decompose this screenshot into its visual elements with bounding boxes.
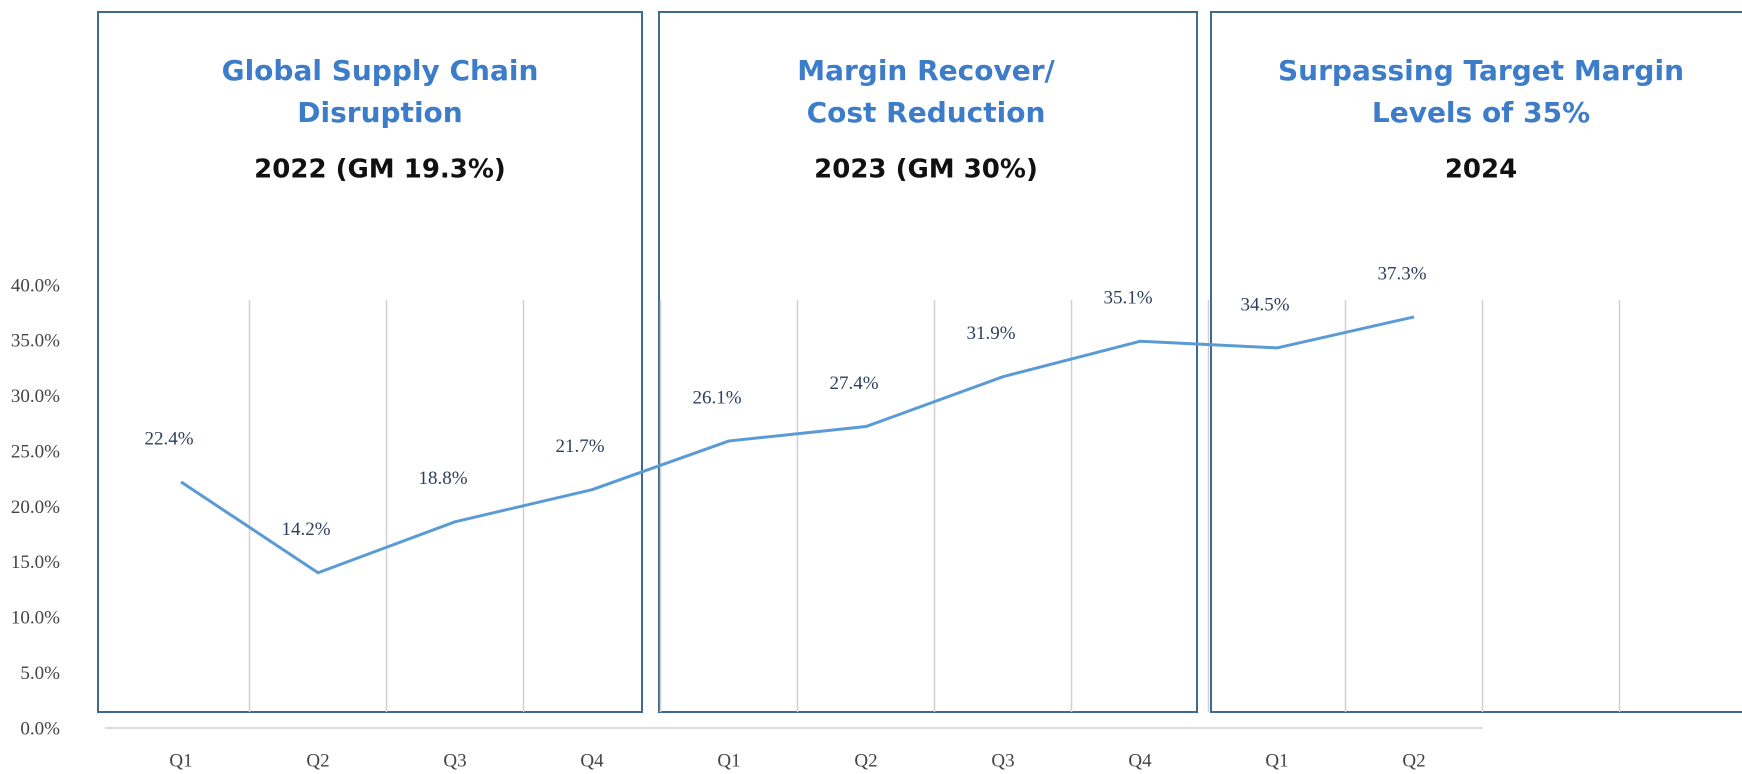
period-box (1210, 11, 1742, 713)
period-box (658, 11, 1198, 713)
x-tick-label: Q1 (169, 750, 192, 771)
data-label: 35.1% (1103, 288, 1152, 309)
annotation-subtitle: 2024 (1445, 155, 1517, 185)
x-tick-label: Q2 (1402, 750, 1425, 771)
data-label: 26.1% (692, 387, 741, 408)
y-tick-label: 5.0% (20, 663, 60, 684)
x-tick-label: Q4 (1128, 750, 1152, 771)
x-tick-label: Q2 (854, 750, 877, 771)
y-tick-label: 10.0% (11, 608, 60, 629)
annotation-title: Disruption (297, 96, 462, 129)
annotation-title: Margin Recover/ (797, 54, 1055, 87)
annotation-title: Global Supply Chain (222, 54, 539, 87)
data-label: 37.3% (1377, 263, 1426, 284)
data-label: 14.2% (281, 519, 330, 540)
annotation-subtitle: 2023 (GM 30%) (814, 155, 1038, 185)
period-box (97, 11, 643, 713)
data-label: 27.4% (829, 373, 878, 394)
x-tick-label: Q1 (1265, 750, 1288, 771)
y-tick-label: 0.0% (20, 718, 60, 739)
y-tick-label: 15.0% (11, 552, 60, 573)
annotation-title: Cost Reduction (807, 96, 1046, 129)
y-tick-label: 20.0% (11, 497, 60, 518)
data-label: 21.7% (555, 436, 604, 457)
x-tick-label: Q3 (991, 750, 1014, 771)
data-label: 22.4% (144, 428, 193, 449)
y-tick-label: 25.0% (11, 441, 60, 462)
x-tick-label: Q2 (306, 750, 329, 771)
data-label: 31.9% (966, 323, 1015, 344)
x-tick-label: Q1 (717, 750, 740, 771)
y-tick-label: 35.0% (11, 331, 60, 352)
x-tick-label: Q4 (580, 750, 604, 771)
annotation-title: Levels of 35% (1372, 96, 1590, 129)
y-tick-label: 40.0% (11, 275, 60, 296)
x-tick-label: Q3 (443, 750, 466, 771)
data-line (180, 315, 1415, 575)
data-label: 18.8% (418, 468, 467, 489)
annotation-subtitle: 2022 (GM 19.3%) (254, 155, 506, 185)
data-label: 34.5% (1240, 294, 1289, 315)
y-tick-label: 30.0% (11, 386, 60, 407)
annotation-title: Surpassing Target Margin (1278, 54, 1684, 87)
